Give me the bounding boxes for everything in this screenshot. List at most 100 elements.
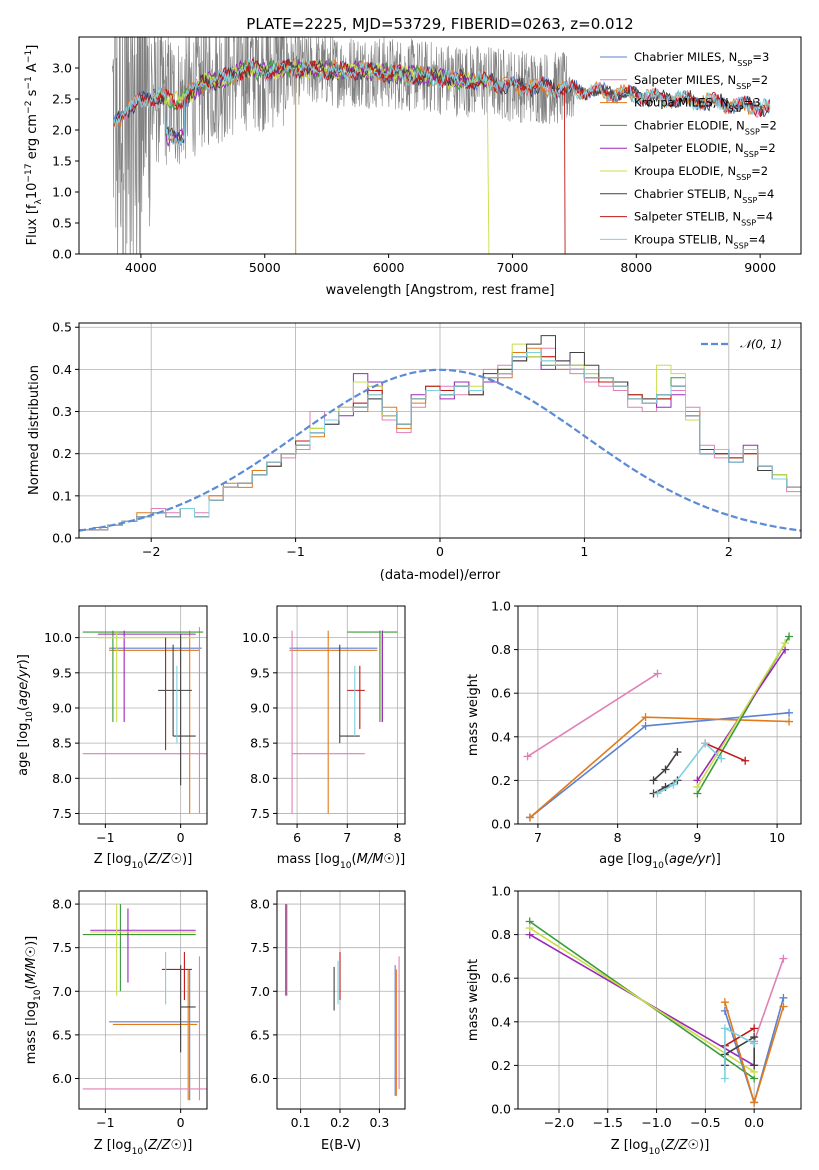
y-tick-label: 1.0 (491, 884, 511, 899)
y-axis-label: mass [log10(M/M☉)] (24, 936, 43, 1064)
y-tick-label: 2.0 (52, 123, 72, 138)
plot-area (79, 606, 207, 824)
x-axis-label: mass [log10(M/M☉)] (277, 852, 405, 871)
y-tick-label: 2.5 (52, 92, 72, 107)
series-marker (661, 765, 670, 774)
series-marker (750, 1039, 759, 1048)
y-tick-label: 3.0 (52, 61, 72, 76)
series-marker (720, 998, 729, 1007)
x-axis-label: age [log10(age/yr)] (599, 852, 721, 871)
series-line (696, 642, 786, 788)
axes-frame (276, 605, 406, 825)
y-tick-label: 0.0 (52, 247, 72, 262)
y-tick-label: 6.0 (250, 1071, 270, 1086)
legend-label: 𝒩(0, 1) (740, 337, 782, 351)
x-tick-label: 0.0 (744, 1115, 764, 1130)
plot-area (518, 606, 801, 824)
x-axis-label: Z [log10(Z/Z☉)] (94, 852, 193, 871)
chart-mass_vs_Z: −1 0 6.0 6.5 7.0 7.5 8.0 Z [log10(Z/Z☉)] mass [l… (24, 890, 208, 1157)
y-tick-label: 0.8 (491, 927, 511, 942)
y-tick-label: 6.5 (52, 1027, 72, 1042)
x-tick-label: 1 (580, 544, 588, 559)
axes-frame (78, 605, 208, 825)
y-tick-label: 0.2 (491, 1058, 511, 1073)
y-tick-label: 8.5 (52, 736, 72, 751)
series-marker (525, 813, 534, 822)
y-tick-label: 0.5 (52, 320, 72, 335)
axes-frame (276, 890, 406, 1110)
y-tick-label: 10.0 (242, 630, 270, 645)
x-tick-label: −2 (142, 544, 160, 559)
legend-label: Chabrier ELODIE, NSSP=2 (634, 118, 777, 136)
y-tick-label: 7.5 (52, 806, 72, 821)
legend-label: Kroupa ELODIE, NSSP=2 (634, 164, 768, 182)
y-tick-label: 7.0 (52, 984, 72, 999)
plot-area (277, 606, 405, 824)
x-axis-label: Z [log10(Z/Z☉)] (611, 1138, 710, 1157)
y-tick-label: 0.4 (491, 729, 511, 744)
x-tick-label: 6000 (373, 260, 405, 275)
y-tick-label: 0.3 (52, 404, 72, 419)
axes-frame (78, 890, 208, 1110)
series-marker (523, 752, 532, 761)
legend-label: Chabrier STELIB, NSSP=4 (634, 187, 774, 205)
series-marker (781, 639, 790, 648)
series-marker (693, 782, 702, 791)
x-tick-label: 8 (614, 830, 622, 845)
x-tick-label: −1 (96, 830, 114, 845)
x-tick-label: 7 (343, 830, 351, 845)
histogram-step (79, 352, 801, 531)
y-tick-label: 1.0 (52, 185, 72, 200)
series-line (724, 1027, 755, 1047)
series-line (529, 716, 790, 819)
x-tick-label: 0 (177, 1115, 185, 1130)
y-tick-label: 8.0 (52, 897, 72, 912)
x-tick-label: 0 (177, 830, 185, 845)
histogram-step (79, 347, 801, 531)
histogram-step (79, 352, 801, 531)
chart-age_vs_Z: −1 0 7.5 8.0 8.5 9.0 9.5 10.0 Z [log10(Z/Z☉)] age… (16, 605, 208, 871)
y-tick-label: 6.0 (52, 1071, 72, 1086)
figure-title: PLATE=2225, MJD=53729, FIBERID=0263, z=0… (246, 15, 633, 33)
y-tick-label: 0.5 (52, 216, 72, 231)
series-marker (641, 713, 650, 722)
y-tick-label: 10.0 (44, 630, 72, 645)
legend-label: Salpeter ELODIE, NSSP=2 (634, 141, 776, 159)
x-tick-label: 0.3 (369, 1115, 389, 1130)
y-tick-label: 6.5 (250, 1027, 270, 1042)
x-tick-label: 6 (293, 830, 301, 845)
series-marker (720, 1024, 729, 1033)
y-axis-label: Normed distribution (27, 365, 42, 495)
chart-mass_vs_EBV: 0.1 0.2 0.3 6.0 6.5 7.0 7.5 8.0 E(B-V) (250, 890, 406, 1153)
x-tick-label: 0.1 (291, 1115, 311, 1130)
y-tick-label: 0.6 (491, 686, 511, 701)
legend-label: Kroupa MILES, NSSP=3 (634, 96, 761, 114)
plot-area (79, 891, 207, 1109)
y-tick-label: 9.0 (52, 700, 72, 715)
chart-spectrum: 4000 5000 6000 7000 8000 9000 0.0 0.5 1.0 1.5 2.0 2… (24, 36, 802, 298)
legend-label: Kroupa STELIB, NSSP=4 (634, 232, 766, 250)
series-line (527, 672, 658, 758)
y-tick-label: 8.0 (52, 771, 72, 786)
axes-frame (78, 36, 802, 255)
histogram-step (79, 352, 801, 531)
axes-frame (517, 605, 802, 825)
x-axis-label: (data-model)/error (380, 568, 501, 583)
x-tick-label: −1.5 (593, 1115, 623, 1130)
y-tick-label: 0.0 (491, 817, 511, 832)
series-marker (717, 754, 726, 763)
x-tick-label: 9000 (744, 260, 776, 275)
chart-weight_vs_age: 7 8 9 10 0.0 0.2 0.4 0.6 0.8 1.0 age [log10(age/yr… (466, 599, 802, 871)
y-tick-label: 0.6 (491, 971, 511, 986)
x-axis-label: wavelength [Angstrom, rest frame] (326, 283, 555, 298)
series-marker (741, 756, 750, 765)
series-marker (779, 954, 788, 963)
x-tick-label: −2.0 (544, 1115, 574, 1130)
y-axis-label: age [log10(age/yr)] (16, 654, 35, 776)
plot-area (277, 891, 405, 1109)
spectrum-model-line (113, 57, 770, 148)
histogram-step (79, 352, 801, 531)
x-tick-label: 8000 (620, 260, 652, 275)
series-marker (779, 993, 788, 1002)
